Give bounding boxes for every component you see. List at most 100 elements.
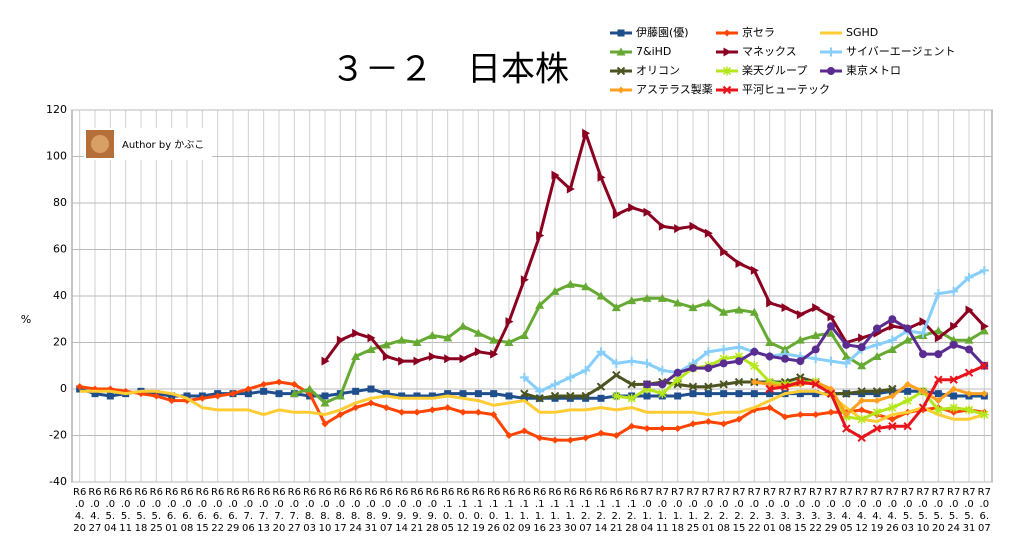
legend-label: オリコン	[636, 64, 680, 77]
marker	[980, 321, 989, 331]
x-tick-label: R6.1 1. 16	[533, 487, 546, 534]
marker	[597, 394, 605, 402]
marker	[643, 425, 651, 433]
marker	[413, 356, 422, 366]
marker	[535, 386, 545, 396]
marker	[643, 392, 651, 400]
legend-label: SGHD	[846, 26, 878, 39]
legend-label: 京セラ	[742, 25, 775, 39]
marker	[722, 66, 732, 76]
marker	[320, 398, 330, 407]
x-tick-label: R6.0 9. 28	[426, 487, 439, 534]
marker	[903, 335, 913, 344]
marker	[490, 349, 499, 359]
marker	[520, 275, 529, 285]
marker	[321, 420, 329, 428]
marker	[581, 391, 590, 401]
marker	[673, 298, 683, 307]
marker	[919, 387, 927, 395]
marker	[872, 424, 882, 433]
marker	[827, 312, 836, 322]
marker	[826, 356, 836, 366]
marker	[703, 298, 713, 307]
marker	[459, 408, 467, 416]
y-axis-label: %	[21, 313, 31, 326]
marker	[381, 340, 391, 349]
marker	[888, 415, 896, 423]
marker	[658, 380, 667, 389]
marker	[581, 282, 591, 291]
marker	[275, 378, 283, 386]
marker	[474, 390, 482, 398]
marker	[443, 333, 453, 342]
x-tick-label: R6.0 7. 27	[288, 487, 301, 534]
marker	[964, 405, 974, 415]
marker	[657, 293, 667, 302]
marker	[336, 335, 345, 345]
marker	[643, 207, 652, 217]
marker	[617, 29, 625, 37]
marker	[766, 404, 774, 412]
marker	[888, 392, 896, 400]
marker	[597, 429, 605, 437]
marker	[551, 170, 560, 180]
marker	[887, 335, 897, 345]
marker	[290, 380, 298, 388]
x-tick-label: R6.0 6. 22	[211, 487, 224, 534]
marker	[765, 384, 774, 394]
marker	[964, 335, 974, 344]
marker	[627, 393, 637, 403]
marker	[765, 352, 774, 361]
marker	[704, 364, 713, 373]
marker	[689, 364, 697, 373]
marker	[979, 326, 989, 335]
marker	[735, 258, 744, 268]
marker	[244, 390, 252, 398]
x-tick-label: R6.1 2. 21	[610, 487, 623, 534]
x-tick-label: R6.0 8. 24	[349, 487, 362, 534]
marker	[965, 345, 973, 354]
marker	[458, 321, 468, 330]
marker	[722, 85, 732, 95]
marker	[858, 397, 866, 405]
marker	[872, 407, 882, 417]
marker	[627, 356, 637, 366]
marker	[918, 328, 928, 338]
marker	[934, 390, 942, 398]
marker	[723, 47, 732, 57]
marker	[949, 286, 959, 296]
x-tick-label: R7.0 5. 20	[932, 487, 945, 534]
marker	[857, 343, 866, 352]
marker	[474, 347, 483, 357]
x-tick-label: R7.0 3. 29	[824, 487, 837, 534]
marker	[367, 385, 375, 393]
marker	[781, 413, 789, 421]
marker	[872, 351, 882, 360]
marker	[796, 310, 805, 320]
marker	[444, 390, 452, 398]
marker	[566, 394, 574, 402]
marker	[214, 392, 222, 400]
x-tick-label: R6.0 8. 03	[303, 487, 316, 534]
marker	[289, 389, 299, 398]
marker	[352, 328, 361, 338]
marker	[642, 293, 652, 302]
marker	[352, 387, 360, 395]
x-tick-label: R6.0 9. 07	[380, 487, 393, 534]
marker	[459, 354, 468, 364]
legend-entry: SGHD	[820, 26, 878, 39]
x-tick-label: R6.1 1. 30	[564, 487, 577, 534]
marker	[535, 394, 544, 403]
marker	[888, 384, 897, 394]
marker	[183, 392, 191, 400]
chart-title: ３－２ 日本株	[331, 50, 569, 90]
marker	[857, 414, 867, 424]
x-tick-label: R6.0 6. 08	[180, 487, 193, 534]
marker	[872, 387, 882, 396]
marker	[704, 390, 712, 398]
x-tick-label: R6.0 7. 20	[272, 487, 285, 534]
marker	[76, 383, 84, 391]
x-tick-label: R7.0 1. 25	[686, 487, 699, 534]
x-tick-label: R7.0 2. 08	[717, 487, 730, 534]
